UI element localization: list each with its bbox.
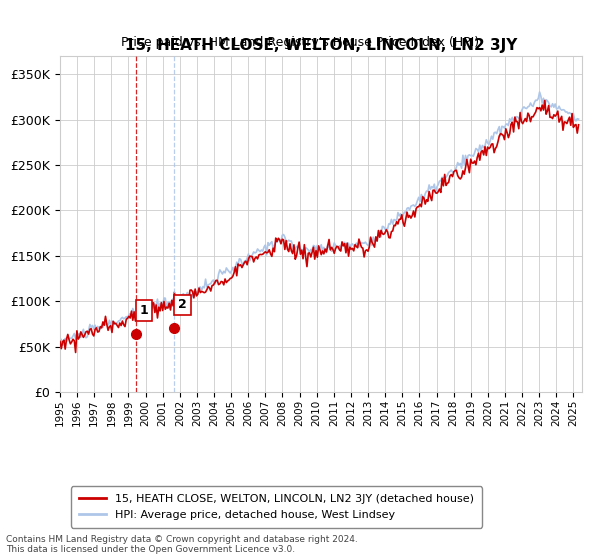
Legend: 15, HEATH CLOSE, WELTON, LINCOLN, LN2 3JY (detached house), HPI: Average price, : 15, HEATH CLOSE, WELTON, LINCOLN, LN2 3J…: [71, 487, 482, 528]
Title: 15, HEATH CLOSE, WELTON, LINCOLN, LN2 3JY: 15, HEATH CLOSE, WELTON, LINCOLN, LN2 3J…: [125, 39, 517, 53]
Text: 2: 2: [178, 298, 187, 311]
Text: Contains HM Land Registry data © Crown copyright and database right 2024.
This d: Contains HM Land Registry data © Crown c…: [6, 535, 358, 554]
Text: 1: 1: [140, 304, 149, 317]
Text: Price paid vs. HM Land Registry's House Price Index (HPI): Price paid vs. HM Land Registry's House …: [121, 36, 479, 49]
